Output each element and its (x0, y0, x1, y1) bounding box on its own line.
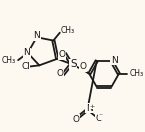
Text: CH₃: CH₃ (2, 56, 16, 65)
Text: N: N (86, 104, 93, 113)
Text: N: N (23, 48, 30, 57)
Text: O: O (56, 69, 63, 78)
Text: N: N (33, 31, 40, 40)
Text: O: O (72, 115, 79, 124)
Text: O: O (95, 114, 102, 123)
Text: CH₃: CH₃ (61, 26, 75, 35)
Text: Cl: Cl (21, 62, 30, 71)
Text: +: + (90, 104, 95, 109)
Text: O: O (80, 62, 87, 71)
Text: ⁻: ⁻ (99, 111, 103, 120)
Text: N: N (111, 56, 118, 65)
Text: O: O (58, 50, 65, 59)
Text: S: S (70, 59, 77, 69)
Text: CH₃: CH₃ (129, 69, 143, 78)
